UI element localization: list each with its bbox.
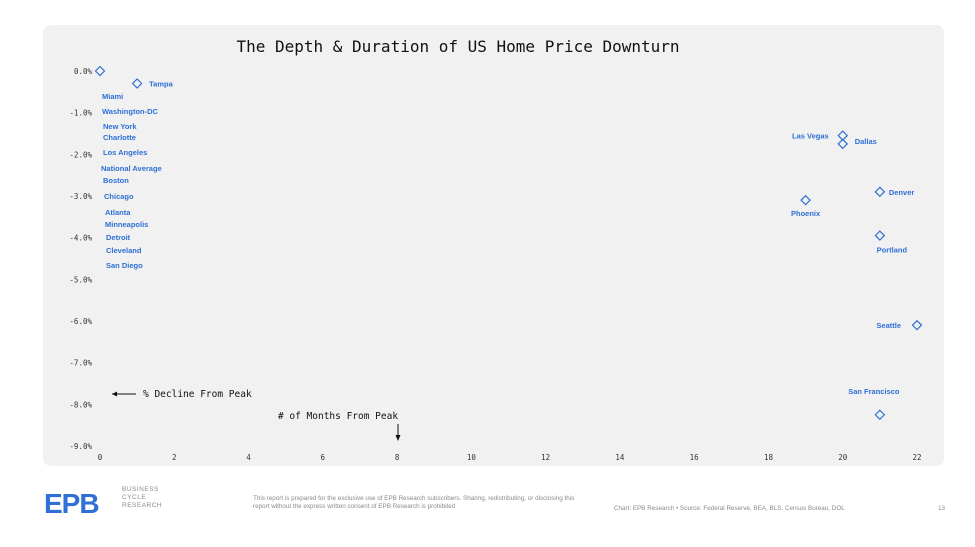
city-label: Cleveland: [106, 246, 142, 255]
scatter-chart: The Depth & Duration of US Home Price Do…: [69, 37, 923, 462]
y-axis: 0.0% -1.0% -2.0% -3.0% -4.0% -5.0% -6.0% -7.0% -…: [69, 67, 92, 451]
city-label: Miami: [102, 92, 123, 101]
data-point-marker: [874, 186, 886, 198]
data-point-marker: [94, 65, 106, 77]
x-tick-label: 18: [764, 453, 774, 462]
x-tick-label: 0: [98, 453, 103, 462]
chart-panel: [43, 25, 944, 466]
point-label: Dallas: [855, 137, 877, 146]
x-tick-label: 6: [321, 453, 326, 462]
x-axis-annotation-label: # of Months From Peak: [278, 411, 398, 422]
point-label: Las Vegas: [792, 132, 829, 141]
city-label: Detroit: [106, 233, 131, 242]
x-tick-label: 8: [395, 453, 400, 462]
y-tick-label: -7.0%: [69, 359, 92, 368]
city-label: Chicago: [104, 192, 134, 201]
disclaimer-text: This report is prepared for the exclusiv…: [253, 495, 575, 510]
point-label: Denver: [889, 188, 915, 197]
page-footer: EPB BUSINESS CYCLE RESEARCH This report …: [0, 475, 975, 547]
y-tick-label: -2.0%: [69, 150, 92, 159]
point-label: Phoenix: [791, 209, 821, 218]
city-label: Los Angeles: [103, 148, 147, 157]
logo-subtitle-line: CYCLE: [122, 494, 147, 501]
zero-month-labels: Miami Washington-DC New York Charlotte Los A…: [101, 92, 162, 270]
y-tick-label: -3.0%: [69, 192, 92, 201]
x-tick-label: 2: [172, 453, 177, 462]
data-points: Tampa Las Vegas Dallas Phoenix Denver Portlan…: [94, 65, 923, 421]
point-label: Seattle: [876, 321, 901, 330]
data-point-marker: [911, 319, 923, 331]
x-tick-label: 14: [615, 453, 625, 462]
x-tick-label: 10: [467, 453, 477, 462]
city-label: Boston: [103, 176, 129, 185]
y-tick-label: -6.0%: [69, 317, 92, 326]
x-axis: 0 2 4 6 8 10 12 14 16 18 20 22: [98, 453, 922, 462]
chart-title: The Depth & Duration of US Home Price Do…: [236, 37, 679, 56]
y-tick-label: -8.0%: [69, 400, 92, 409]
city-label: Charlotte: [103, 133, 136, 142]
city-label: San Diego: [106, 261, 143, 270]
x-axis-annotation: # of Months From Peak: [278, 411, 401, 441]
logo-subtitle-line: RESEARCH: [122, 502, 163, 509]
data-point-marker: [800, 194, 811, 206]
point-label: San Francisco: [848, 387, 900, 396]
y-tick-label: -4.0%: [69, 234, 92, 243]
city-label: New York: [103, 122, 137, 131]
data-point-marker: [874, 230, 886, 241]
x-tick-label: 22: [912, 453, 921, 462]
data-point-marker: [874, 409, 886, 421]
data-point-marker: [131, 78, 143, 89]
epb-logo: EPB: [44, 488, 100, 519]
page-number: 13: [938, 505, 946, 512]
logo-subtitle: BUSINESS CYCLE RESEARCH: [122, 486, 162, 510]
city-label: National Average: [101, 164, 162, 173]
data-point-marker: [837, 138, 849, 150]
x-tick-label: 20: [838, 453, 848, 462]
logo-subtitle-line: BUSINESS: [122, 486, 159, 493]
x-tick-label: 16: [690, 453, 700, 462]
y-tick-label: -9.0%: [69, 442, 92, 451]
point-label: Portland: [877, 246, 908, 255]
y-tick-label: 0.0%: [74, 67, 93, 76]
point-label: Tampa: [149, 80, 173, 89]
source-text: Chart: EPB Research • Source: Federal Re…: [614, 505, 845, 512]
y-tick-label: -1.0%: [69, 109, 92, 118]
city-label: Washington-DC: [102, 107, 159, 116]
city-label: Minneapolis: [105, 220, 148, 229]
y-axis-annotation: % Decline From Peak: [112, 389, 252, 400]
x-tick-label: 12: [541, 453, 550, 462]
y-axis-annotation-label: % Decline From Peak: [143, 389, 252, 400]
city-label: Atlanta: [105, 208, 131, 217]
x-tick-label: 4: [246, 453, 251, 462]
y-tick-label: -5.0%: [69, 275, 92, 284]
